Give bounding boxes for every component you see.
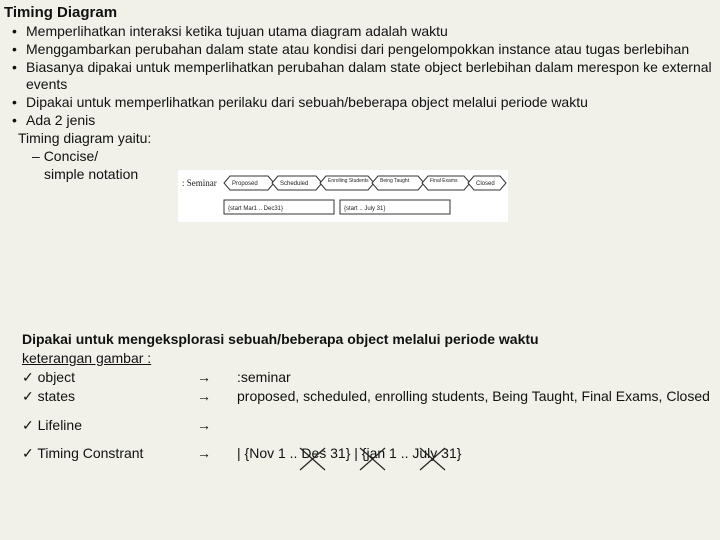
bullet-list: Memperlihatkan interaksi ketika tujuan u…	[4, 23, 714, 130]
subline-concise-a: Concise/	[4, 148, 714, 166]
legend-title: keterangan gambar :	[22, 349, 712, 368]
legend-value: :seminar	[237, 368, 712, 387]
legend-row-object: object → :seminar	[22, 368, 712, 387]
diagram-state-label: Final Exams	[430, 178, 458, 184]
legend-row-states: states → proposed, scheduled, enrolling …	[22, 387, 712, 406]
bullet-item: Ada 2 jenis	[12, 112, 714, 130]
arrow-icon: →	[197, 416, 237, 435]
arrow-icon: →	[197, 368, 237, 387]
bullet-item: Menggambarkan perubahan dalam state atau…	[12, 41, 714, 59]
diagram-object-label: : Seminar	[182, 178, 217, 188]
diagram-state-label: Enrolling Students	[328, 178, 369, 184]
legend-label: object	[22, 368, 197, 387]
legend-row-lifeline: Lifeline →	[22, 416, 712, 435]
diagram-state-label: Scheduled	[280, 181, 308, 187]
legend-value: proposed, scheduled, enrolling students,…	[237, 387, 712, 406]
diagram-state-label: Closed	[476, 181, 495, 187]
page-title: Timing Diagram	[4, 4, 714, 23]
legend-label: Timing Constrant	[22, 444, 197, 463]
legend-label: states	[22, 387, 197, 406]
lifeline-crosses-icon	[295, 444, 475, 474]
bullet-item: Memperlihatkan interaksi ketika tujuan u…	[12, 23, 714, 41]
diagram-constraint-label: {start Mar1 .. Dec31}	[228, 206, 283, 212]
diagram-state-label: Being Taught	[380, 178, 410, 184]
arrow-icon: →	[197, 444, 237, 463]
legend-lead: Dipakai untuk mengeksplorasi sebuah/bebe…	[22, 330, 712, 349]
timing-diagram-figure: : Seminar Proposed Scheduled Enrolling S…	[178, 170, 508, 222]
arrow-icon: →	[197, 387, 237, 406]
diagram-state-label: Proposed	[232, 181, 258, 187]
bullet-item: Biasanya dipakai untuk memperlihatkan pe…	[12, 59, 714, 95]
subline-types: Timing diagram yaitu:	[4, 130, 714, 148]
legend-label: Lifeline	[22, 416, 197, 435]
bullet-item: Dipakai untuk memperlihatkan perilaku da…	[12, 94, 714, 112]
diagram-constraint-label: {start .. July 31}	[344, 206, 385, 212]
